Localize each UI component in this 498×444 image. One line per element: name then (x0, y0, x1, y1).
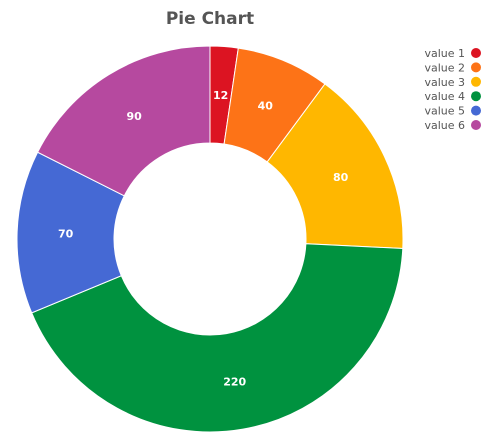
legend-item-4[interactable]: value 4 (424, 90, 481, 103)
legend-marker-4 (471, 91, 481, 102)
legend-marker-5 (471, 105, 481, 116)
slice-label-6: 90 (127, 110, 143, 123)
legend-marker-6 (471, 120, 481, 130)
slice-label-3: 80 (333, 171, 349, 184)
legend-label-5: value 5 (424, 105, 465, 118)
legend-label-6: value 6 (424, 119, 465, 132)
slice-label-2: 40 (258, 99, 274, 112)
chart-title: Pie Chart (166, 9, 254, 29)
slice-3[interactable] (266, 83, 404, 249)
legend-label-4: value 4 (424, 90, 465, 103)
legend-label-3: value 3 (424, 76, 465, 89)
legend-item-1[interactable]: value 1 (424, 47, 481, 60)
legend-item-3[interactable]: value 3 (424, 76, 481, 89)
legend-item-2[interactable]: value 2 (424, 61, 481, 74)
legend-marker-2 (471, 62, 481, 73)
legend-label-1: value 1 (424, 47, 465, 60)
slice-labels: 12 40 80 220 70 90 (58, 89, 349, 388)
legend-marker-3 (471, 76, 481, 87)
legend-marker-1 (471, 48, 481, 58)
legend-label-2: value 2 (424, 61, 465, 74)
slice-4[interactable] (31, 243, 404, 433)
slice-6[interactable] (36, 45, 211, 197)
pie-slices (16, 45, 404, 433)
slice-label-5: 70 (58, 228, 74, 241)
slice-label-4: 220 (223, 375, 246, 388)
legend-item-5[interactable]: value 5 (424, 105, 481, 118)
legend-item-6[interactable]: value 6 (424, 119, 481, 132)
slice-label-1: 12 (213, 89, 228, 102)
